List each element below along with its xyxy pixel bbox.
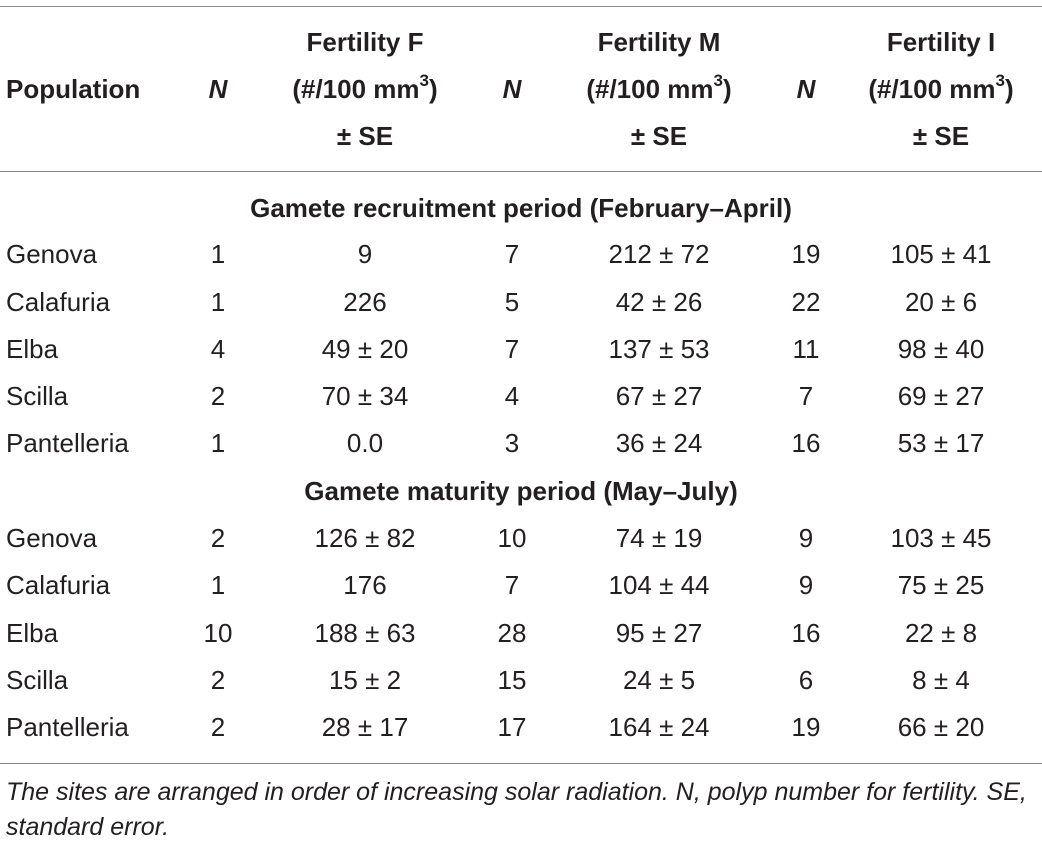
cell-fertility-m: 24 ± 5 [622,665,696,695]
cell-population: Pantelleria [6,712,129,742]
cell-n-female: 2 [210,712,226,742]
cell-fertility-f: 28 ± 17 [321,712,409,742]
cell-fertility-m: 74 ± 19 [615,523,703,553]
cell-n-immature: 6 [798,665,814,695]
header-fertility-i: Fertility I (#/100 mm3) ± SE [868,27,1014,151]
cell-n-female: 4 [210,334,226,364]
cell-n-male: 7 [504,570,520,600]
cell-fertility-f: 15 ± 2 [328,665,402,695]
cell-n-female: 1 [210,287,226,317]
cell-n-female: 2 [210,523,226,553]
cell-fertility-i: 8 ± 4 [912,665,970,695]
cell-fertility-f: 49 ± 20 [321,334,409,364]
cell-fertility-i: 98 ± 40 [897,334,985,364]
cell-fertility-m: 137 ± 53 [608,334,710,364]
cell-n-immature: 11 [792,334,820,364]
cell-population: Elba [6,334,59,364]
header-population: Population [6,74,141,104]
header-rule [0,171,1042,172]
cell-n-immature: 9 [798,523,814,553]
header-fertility-f: Fertility F (#/100 mm3) ± SE [292,27,438,151]
cell-n-male: 28 [497,618,527,648]
cell-n-female: 2 [210,665,226,695]
cell-fertility-f: 9 [357,239,373,269]
cell-n-immature: 16 [791,618,821,648]
cell-fertility-m: 212 ± 72 [608,239,710,269]
cell-population: Scilla [6,381,69,411]
cell-n-male: 10 [497,523,527,553]
cell-n-female: 1 [210,428,226,458]
cell-fertility-i: 20 ± 6 [904,287,978,317]
header-n-immature: N [796,74,816,104]
cell-n-immature: 22 [791,287,821,317]
cell-fertility-m: 104 ± 44 [608,570,710,600]
cell-population: Genova [6,239,98,269]
header-fertility-m: Fertility M (#/100 mm3) ± SE [586,27,732,151]
header-n-male: N [502,74,522,104]
cell-fertility-i: 105 ± 41 [890,239,992,269]
cell-fertility-i: 22 ± 8 [904,618,978,648]
top-rule [0,6,1042,7]
cell-n-immature: 19 [791,712,821,742]
cell-fertility-i: 66 ± 20 [897,712,985,742]
cell-n-female: 1 [210,570,226,600]
cell-population: Genova [6,523,98,553]
cell-fertility-f: 226 [343,287,387,317]
cell-population: Calafuria [6,287,111,317]
cell-fertility-m: 67 ± 27 [615,381,703,411]
cell-n-male: 17 [497,712,527,742]
cell-n-male: 5 [504,287,520,317]
cell-fertility-i: 103 ± 45 [890,523,992,553]
cell-n-immature: 9 [798,570,814,600]
cell-fertility-i: 69 ± 27 [897,381,985,411]
cell-fertility-i: 53 ± 17 [897,428,985,458]
cell-population: Calafuria [6,570,111,600]
cell-n-immature: 19 [791,239,821,269]
cell-fertility-m: 42 ± 26 [615,287,703,317]
cell-fertility-f: 0.0 [346,428,384,458]
cell-n-male: 15 [497,665,527,695]
cell-n-female: 10 [203,618,233,648]
cell-population: Elba [6,618,59,648]
cell-fertility-f: 126 ± 82 [314,523,416,553]
cell-n-immature: 16 [791,428,821,458]
cell-n-immature: 7 [798,381,814,411]
cell-fertility-m: 164 ± 24 [608,712,710,742]
cell-population: Scilla [6,665,69,695]
cell-fertility-f: 176 [343,570,387,600]
cell-fertility-i: 75 ± 25 [897,570,985,600]
cell-fertility-f: 188 ± 63 [314,618,416,648]
cell-n-male: 4 [504,381,520,411]
section-title-maturity: Gamete maturity period (May–July) [304,476,738,506]
cell-fertility-m: 36 ± 24 [615,428,703,458]
cell-n-male: 3 [504,428,520,458]
section-title-recruitment: Gamete recruitment period (February–Apri… [250,193,792,223]
cell-n-female: 1 [210,239,226,269]
cell-fertility-m: 95 ± 27 [615,618,703,648]
cell-n-male: 7 [504,334,520,364]
header-n-female: N [208,74,228,104]
cell-n-male: 7 [504,239,520,269]
cell-fertility-f: 70 ± 34 [321,381,409,411]
table-footnote: The sites are arranged in order of incre… [6,778,1027,841]
bottom-rule [0,763,1042,764]
cell-population: Pantelleria [6,428,129,458]
cell-n-female: 2 [210,381,226,411]
